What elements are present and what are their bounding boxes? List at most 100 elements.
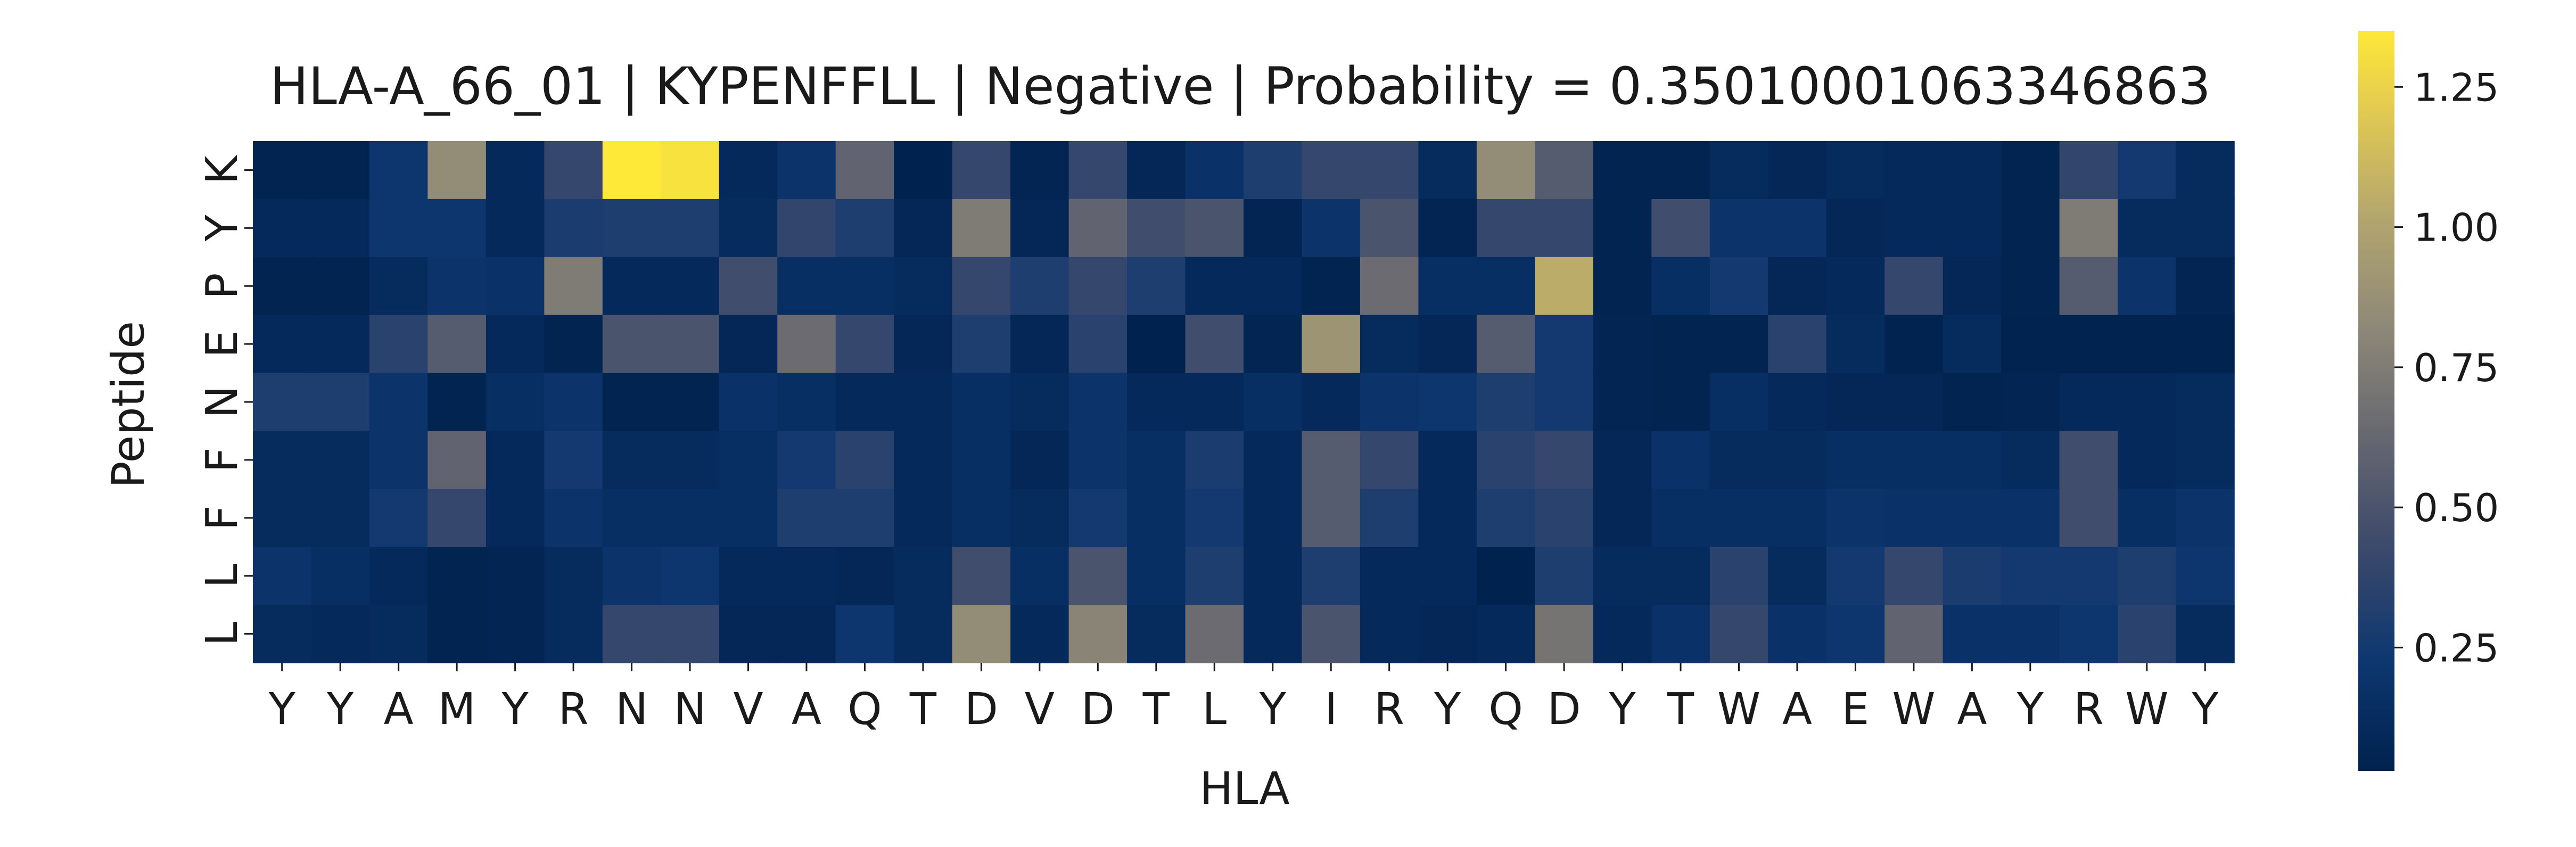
heatmap-cell [1418,199,1477,258]
colorbar-tick-label: 1.00 [2414,205,2499,250]
heatmap-cell [1418,431,1477,490]
heatmap-cell [1010,257,1069,316]
x-tick-label: R [1374,684,1404,735]
heatmap-cell [952,373,1011,432]
heatmap-cell [1244,373,1303,432]
y-tick-label: N [197,385,248,418]
heatmap-cell [1593,605,1652,663]
heatmap-cell [1535,605,1594,663]
heatmap-cell [1068,605,1127,663]
heatmap-cell [311,315,370,374]
x-tick-label: W [1892,684,1935,735]
heatmap-cell [1826,489,1885,548]
heatmap-cell [369,605,429,663]
heatmap-cells [253,141,2235,663]
heatmap-cell [2118,605,2177,663]
heatmap-cell [1185,199,1244,258]
heatmap-cell [1709,257,1769,316]
heatmap-cell [1535,199,1594,258]
x-tick-label: A [1782,684,1812,735]
x-tick-label: D [1081,684,1115,735]
x-tick-label: R [558,684,589,735]
x-tick-label: A [792,684,821,735]
heatmap-cell [311,547,370,605]
heatmap-cell [1068,373,1127,432]
x-tick-label: Q [1488,684,1523,735]
heatmap-cell [2118,373,2177,432]
heatmap-cell [952,547,1011,605]
heatmap-cell [1943,141,2002,200]
heatmap-cell [1476,547,1536,605]
heatmap-cell [894,431,953,490]
heatmap-cell [719,199,778,258]
heatmap-cell [1185,373,1244,432]
heatmap-cell [1244,489,1303,548]
heatmap-cell [1593,257,1652,316]
heatmap-cell [544,141,603,200]
heatmap-cell [719,257,778,316]
heatmap-cell [1360,315,1419,374]
heatmap-cell [1127,373,1186,432]
heatmap-cell [1768,489,1827,548]
heatmap-cell [1593,141,1652,200]
heatmap-cell [1360,373,1419,432]
heatmap-cell [2118,547,2177,605]
y-tick-label: P [197,273,248,299]
heatmap-cell [427,431,487,490]
x-tick-label: D [965,684,998,735]
heatmap-cell [427,605,487,663]
heatmap-cell [1768,547,1827,605]
heatmap-cell [777,431,836,490]
heatmap-cell [1826,373,1885,432]
x-tick-label: N [673,684,706,735]
heatmap-cell [1244,315,1303,374]
heatmap-cell [1418,547,1477,605]
heatmap-cell [1768,431,1827,490]
heatmap-cell [1651,431,1710,490]
heatmap-cell [485,373,545,432]
heatmap-cell [1302,373,1361,432]
heatmap-cell [1068,489,1127,548]
heatmap-cell [1244,431,1303,490]
colorbar [2358,31,2394,771]
heatmap-cell [369,257,429,316]
heatmap-cell [1302,257,1361,316]
heatmap-cell [544,431,603,490]
heatmap-cell [1244,257,1303,316]
heatmap-cell [661,141,720,200]
x-tick-label: A [1957,684,1987,735]
heatmap-cell [894,257,953,316]
heatmap-cell [1943,373,2002,432]
x-tick-label: A [384,684,414,735]
heatmap-cell [602,489,662,548]
heatmap-cell [1010,141,1069,200]
heatmap-cell [1068,199,1127,258]
x-tick-label: I [1324,684,1337,735]
heatmap-cell [1302,431,1361,490]
heatmap-cell [1476,141,1536,200]
heatmap-cell [894,199,953,258]
heatmap-cell [1127,547,1186,605]
heatmap-cell [485,257,545,316]
heatmap-cell [1768,315,1827,374]
heatmap-cell [1709,489,1769,548]
heatmap-cell [602,257,662,316]
heatmap-cell [1651,489,1710,548]
heatmap-cell [311,489,370,548]
heatmap-cell [1535,257,1594,316]
y-axis-label: Peptide [102,321,154,488]
heatmap-cell [719,141,778,200]
heatmap-cell [2059,605,2118,663]
heatmap-cell [1185,141,1244,200]
heatmap-cell [1185,489,1244,548]
colorbar-tick-label: 0.50 [2414,486,2499,530]
heatmap-cell [1768,605,1827,663]
heatmap-cell [1535,141,1594,200]
heatmap-cell [1535,547,1594,605]
heatmap-cell [894,373,953,432]
heatmap-cell [369,431,429,490]
x-axis-label: HLA [1199,762,1289,815]
heatmap-cell [1185,315,1244,374]
